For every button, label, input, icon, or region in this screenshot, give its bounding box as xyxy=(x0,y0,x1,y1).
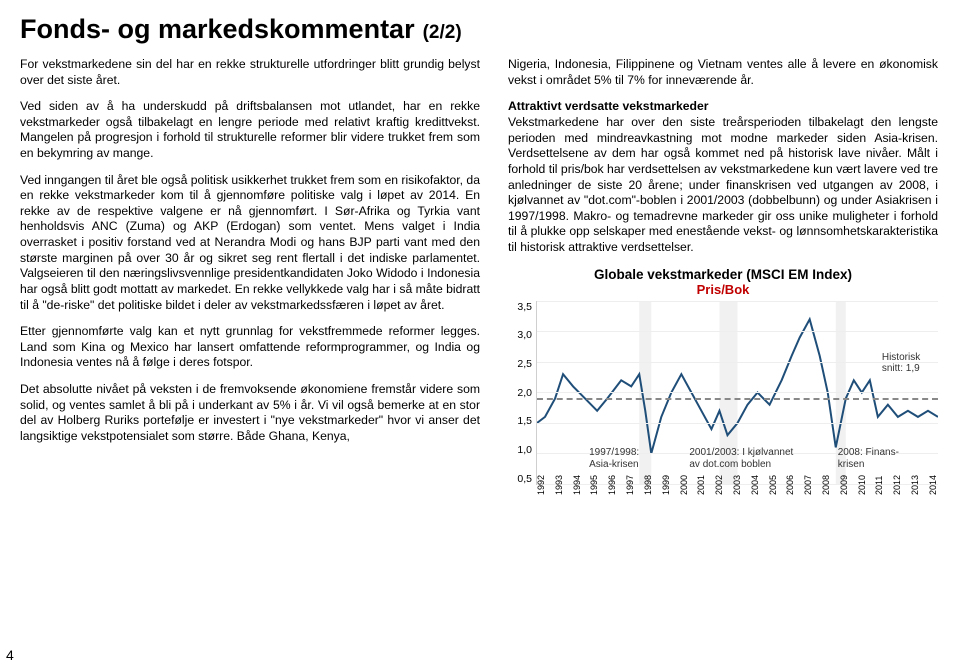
grid-line xyxy=(537,331,938,332)
historical-avg-line xyxy=(537,398,938,400)
page-number: 4 xyxy=(6,647,14,663)
chart-annotation: 1997/1998:Asia-krisen xyxy=(589,447,639,470)
page-title-row: Fonds- og markedskommentar (2/2) xyxy=(20,14,940,45)
page-title-part: (2/2) xyxy=(423,22,462,44)
grid-line xyxy=(537,301,938,302)
para: Etter gjennomførte valg kan et nytt grun… xyxy=(20,324,480,371)
y-tick-label: 3,0 xyxy=(508,329,532,341)
right-column: Nigeria, Indonesia, Filippinene og Vietn… xyxy=(508,57,938,511)
grid-line xyxy=(537,362,938,363)
y-tick-label: 1,0 xyxy=(508,444,532,456)
y-tick-label: 1,5 xyxy=(508,415,532,427)
chart-title: Globale vekstmarkeder (MSCI EM Index) xyxy=(508,267,938,282)
left-column: For vekstmarkedene sin del har en rekke … xyxy=(20,57,480,511)
plot-area: 1997/1998:Asia-krisen 2001/2003: I kjølva… xyxy=(536,301,938,485)
para: For vekstmarkedene sin del har en rekke … xyxy=(20,57,480,88)
grid-line xyxy=(537,423,938,424)
chart-annotation: 2001/2003: I kjølvannetav dot.com boblen xyxy=(689,447,793,470)
subheading: Attraktivt verdsatte vekstmarkeder xyxy=(508,99,938,113)
chart: Globale vekstmarkeder (MSCI EM Index) Pr… xyxy=(508,267,938,511)
grid-line xyxy=(537,392,938,393)
para: Vekstmarkedene har over den siste treårs… xyxy=(508,115,938,255)
chart-box: 3,5 3,0 2,5 2,0 1,5 1,0 0,5 1997/1998:Asia-kri… xyxy=(508,301,938,511)
para: Det absolutte nivået på veksten i de fre… xyxy=(20,382,480,444)
y-axis-labels: 3,5 3,0 2,5 2,0 1,5 1,0 0,5 xyxy=(508,301,536,485)
chart-annotation: 2008: Finans-krisen xyxy=(838,447,899,470)
y-tick-label: 0,5 xyxy=(508,473,532,485)
x-axis-labels: 1992199319941995199619971998199920002001… xyxy=(536,485,938,511)
chart-subtitle: Pris/Bok xyxy=(508,282,938,297)
para: Ved siden av å ha underskudd på driftsba… xyxy=(20,99,480,161)
y-tick-label: 2,0 xyxy=(508,387,532,399)
para: Nigeria, Indonesia, Filippinene og Vietn… xyxy=(508,57,938,88)
chart-annotation: Historisksnitt: 1,9 xyxy=(882,352,920,375)
y-tick-label: 3,5 xyxy=(508,301,532,313)
para: Ved inngangen til året ble også politisk… xyxy=(20,173,480,313)
columns: For vekstmarkedene sin del har en rekke … xyxy=(20,57,940,511)
page-title: Fonds- og markedskommentar xyxy=(20,14,415,45)
x-tick-label: 2014 xyxy=(928,485,954,495)
y-tick-label: 2,5 xyxy=(508,358,532,370)
